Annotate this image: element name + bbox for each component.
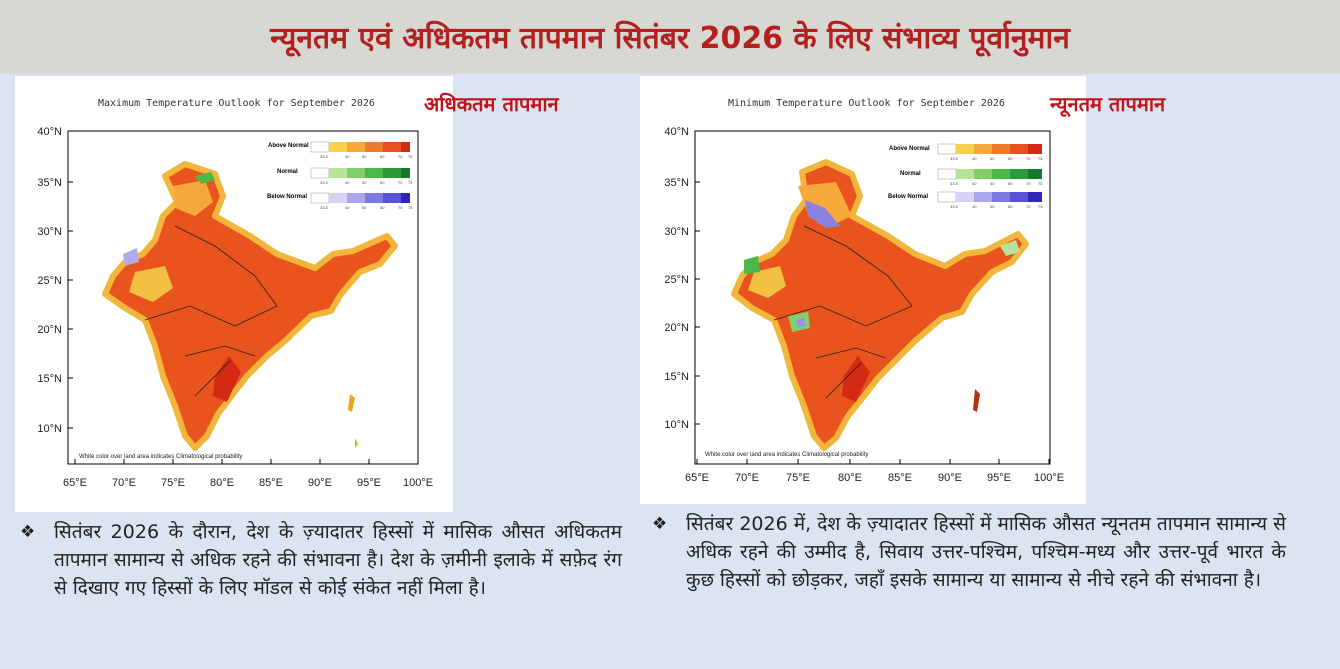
min-temp-description: ❖ सितंबर 2026 में, देश के ज़्यादातर हिस्… xyxy=(652,510,1288,660)
svg-text:60: 60 xyxy=(1008,156,1013,161)
min-temp-map-title: Minimum Temperature Outlook for Septembe… xyxy=(728,98,1005,109)
svg-text:85°E: 85°E xyxy=(259,477,283,489)
svg-text:70: 70 xyxy=(1026,156,1031,161)
svg-text:60: 60 xyxy=(380,180,385,185)
svg-text:80°E: 80°E xyxy=(210,477,234,489)
svg-text:33.5: 33.5 xyxy=(320,180,329,185)
min-temp-label: न्यूनतम तापमान xyxy=(1050,92,1166,116)
max-temp-description: ❖ सितंबर 2026 के दौरान, देश के ज़्यादातर… xyxy=(20,518,624,638)
legend-below-label: Below Normal xyxy=(267,194,307,200)
svg-text:40: 40 xyxy=(972,204,977,209)
svg-text:50: 50 xyxy=(990,156,995,161)
title-bar xyxy=(0,0,1340,74)
svg-text:60: 60 xyxy=(1008,181,1013,186)
diamond-bullet-icon: ❖ xyxy=(20,522,36,542)
svg-text:70: 70 xyxy=(398,205,403,210)
svg-text:75°E: 75°E xyxy=(161,477,185,489)
svg-text:50: 50 xyxy=(362,205,367,210)
svg-text:75: 75 xyxy=(408,180,413,185)
svg-text:90°E: 90°E xyxy=(308,477,332,489)
legend-normal-label: Normal xyxy=(277,169,298,175)
svg-text:33.5: 33.5 xyxy=(320,154,329,159)
svg-text:65°E: 65°E xyxy=(63,477,87,489)
svg-text:30°N: 30°N xyxy=(37,226,62,238)
svg-text:33.5: 33.5 xyxy=(950,156,959,161)
svg-text:70: 70 xyxy=(1026,204,1031,209)
svg-text:75: 75 xyxy=(1038,181,1043,186)
svg-text:95°E: 95°E xyxy=(987,472,1011,484)
svg-text:Normal: Normal xyxy=(900,171,921,177)
max-temp-map: Above Normal Normal Below Normal 33.5 40 5… xyxy=(37,126,433,489)
svg-text:100°E: 100°E xyxy=(403,477,433,489)
svg-text:50: 50 xyxy=(990,181,995,186)
svg-text:33.5: 33.5 xyxy=(320,205,329,210)
svg-text:20°N: 20°N xyxy=(37,324,62,336)
svg-text:25°N: 25°N xyxy=(37,275,62,287)
svg-text:White color over land area ind: White color over land area indicates Cli… xyxy=(705,452,868,458)
max-temp-map-title: Maximum Temperature Outlook for Septembe… xyxy=(98,98,375,109)
svg-text:10°N: 10°N xyxy=(37,423,62,435)
svg-text:15°N: 15°N xyxy=(664,371,689,383)
svg-text:60: 60 xyxy=(1008,204,1013,209)
svg-text:40: 40 xyxy=(345,180,350,185)
svg-text:50: 50 xyxy=(362,154,367,159)
india-landmass xyxy=(731,159,1029,451)
svg-text:70°E: 70°E xyxy=(112,477,136,489)
svg-text:40: 40 xyxy=(972,181,977,186)
svg-text:75: 75 xyxy=(408,154,413,159)
svg-text:95°E: 95°E xyxy=(357,477,381,489)
svg-text:35°N: 35°N xyxy=(37,177,62,189)
svg-text:30°N: 30°N xyxy=(664,226,689,238)
svg-text:20°N: 20°N xyxy=(664,322,689,334)
svg-text:60: 60 xyxy=(380,205,385,210)
svg-text:85°E: 85°E xyxy=(888,472,912,484)
svg-text:60: 60 xyxy=(380,154,385,159)
svg-text:10°N: 10°N xyxy=(664,419,689,431)
svg-text:25°N: 25°N xyxy=(664,274,689,286)
svg-text:15°N: 15°N xyxy=(37,373,62,385)
svg-text:Below Normal: Below Normal xyxy=(888,194,928,200)
min-temp-description-text: सितंबर 2026 में, देश के ज़्यादातर हिस्सो… xyxy=(686,513,1286,591)
svg-text:Above Normal: Above Normal xyxy=(889,146,930,152)
max-temp-map-panel: Maximum Temperature Outlook for Septembe… xyxy=(15,76,453,512)
svg-text:40: 40 xyxy=(972,156,977,161)
diamond-bullet-icon: ❖ xyxy=(652,514,668,534)
max-temp-label: अधिकतम तापमान xyxy=(424,92,559,116)
page-title: न्यूनतम एवं अधिकतम तापमान सितंबर 2026 के… xyxy=(270,21,1070,56)
svg-text:75: 75 xyxy=(1038,156,1043,161)
map-footnote: White color over land area indicates Cli… xyxy=(79,454,242,460)
svg-text:90°E: 90°E xyxy=(938,472,962,484)
svg-text:40: 40 xyxy=(345,154,350,159)
svg-text:40: 40 xyxy=(345,205,350,210)
min-temp-map: Above Normal Normal Below Normal 33.5 40 5… xyxy=(664,126,1064,484)
svg-text:50: 50 xyxy=(362,180,367,185)
max-temp-description-text: सितंबर 2026 के दौरान, देश के ज़्यादातर ह… xyxy=(54,521,622,599)
svg-text:65°E: 65°E xyxy=(685,472,709,484)
svg-text:75°E: 75°E xyxy=(786,472,810,484)
svg-text:70: 70 xyxy=(398,154,403,159)
svg-text:75: 75 xyxy=(1038,204,1043,209)
legend-above-label: Above Normal xyxy=(268,143,309,149)
svg-text:40°N: 40°N xyxy=(37,126,62,138)
svg-text:33.5: 33.5 xyxy=(950,204,959,209)
svg-text:70: 70 xyxy=(1026,181,1031,186)
svg-text:75: 75 xyxy=(408,205,413,210)
svg-text:33.5: 33.5 xyxy=(950,181,959,186)
svg-text:80°E: 80°E xyxy=(838,472,862,484)
min-temp-map-panel: Minimum Temperature Outlook for Septembe… xyxy=(640,76,1086,504)
svg-text:50: 50 xyxy=(990,204,995,209)
svg-text:35°N: 35°N xyxy=(664,177,689,189)
svg-text:40°N: 40°N xyxy=(664,126,689,138)
india-landmass xyxy=(102,161,398,451)
svg-text:100°E: 100°E xyxy=(1034,472,1064,484)
svg-text:70°E: 70°E xyxy=(735,472,759,484)
svg-text:70: 70 xyxy=(398,180,403,185)
